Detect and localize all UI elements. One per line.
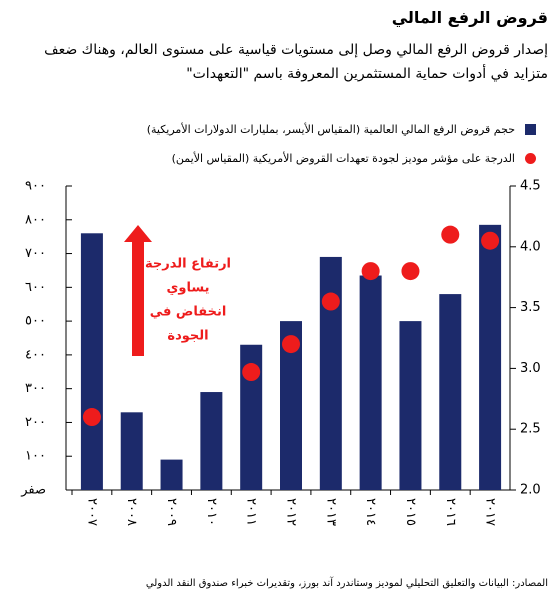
y-tick-label: ٣٠٠ [25,381,46,396]
bar [80,233,103,491]
bar [319,256,342,490]
bar [280,321,302,490]
y2-tick-label: 2.0 [520,483,541,498]
x-tick-label: ٢٠٠٩ [164,498,179,526]
y-tick-label: ١٠٠ [25,449,46,464]
bar [120,412,143,490]
y-tick-label: ٤٠٠ [25,347,46,362]
bar [240,344,263,490]
legend-entry: حجم قروض الرفع المالي العالمية (المقياس … [147,123,536,136]
annotation: انخفاض في [150,305,227,320]
y-tick-label: ٦٠٠ [25,280,46,295]
x-tick-label: ٢٠٠٧ [84,498,99,526]
x-tick-label: ٢٠١٤ [363,498,378,526]
x-tick-label: ٢٠١٣ [323,498,338,526]
source-note: المصادر: البيانات والتعليق التحليلي لمود… [145,578,548,589]
y2-tick-label: 4.0 [520,239,541,254]
bar [200,392,223,490]
y-tick-label: ٢٠٠ [25,415,46,430]
annotation-arrow [124,225,152,356]
legend-swatch [525,124,536,135]
y-tick-label: صفر [20,483,46,498]
annotation: ارتفاع الدرجة [145,257,231,272]
x-tick-label: ٢٠٠٨ [124,498,139,526]
y2-tick-label: 3.0 [520,361,541,376]
y-tick-label: ٧٠٠ [25,246,46,261]
y2-tick-label: 2.5 [520,422,541,437]
dot [82,408,101,427]
chart-title: قروض الرفع المالي [391,8,548,27]
dot [242,363,261,382]
x-tick-label: ٢٠١٦ [443,498,458,526]
bar [160,459,183,490]
x-tick-label: ٢٠١٥ [403,498,418,526]
x-tick-label: ٢٠١٠ [204,498,219,526]
y-tick-label: ٨٠٠ [25,212,46,227]
dot [321,292,340,311]
dot [401,262,420,281]
dot [441,225,460,244]
chart-subtitle: إصدار قروض الرفع المالي وصل إلى مستويات … [44,42,548,82]
bar [359,275,382,490]
annotation: الجودة [167,329,208,344]
y-tick-label: ٥٠٠ [25,314,46,329]
y-tick-label: ٩٠٠ [25,179,46,194]
bar [439,294,462,490]
legend-label: الدرجة على مؤشر موديز لجودة تعهدات القرو… [171,152,515,165]
x-tick-label: ٢٠١١ [244,498,259,526]
y2-tick-label: 3.5 [520,300,541,315]
legend-entry: الدرجة على مؤشر موديز لجودة تعهدات القرو… [172,152,536,165]
bar [479,224,502,490]
x-tick-label: ٢٠١٧ [483,498,498,526]
bar [399,321,422,490]
legend-label: حجم قروض الرفع المالي العالمية (المقياس … [146,123,515,136]
dot [361,262,380,281]
y2-tick-label: 4.5 [520,179,541,194]
legend-swatch [525,153,536,164]
dot [282,335,300,354]
dot [481,231,500,250]
annotation: يساوي [167,281,210,296]
x-tick-label: ٢٠١٢ [284,498,299,526]
